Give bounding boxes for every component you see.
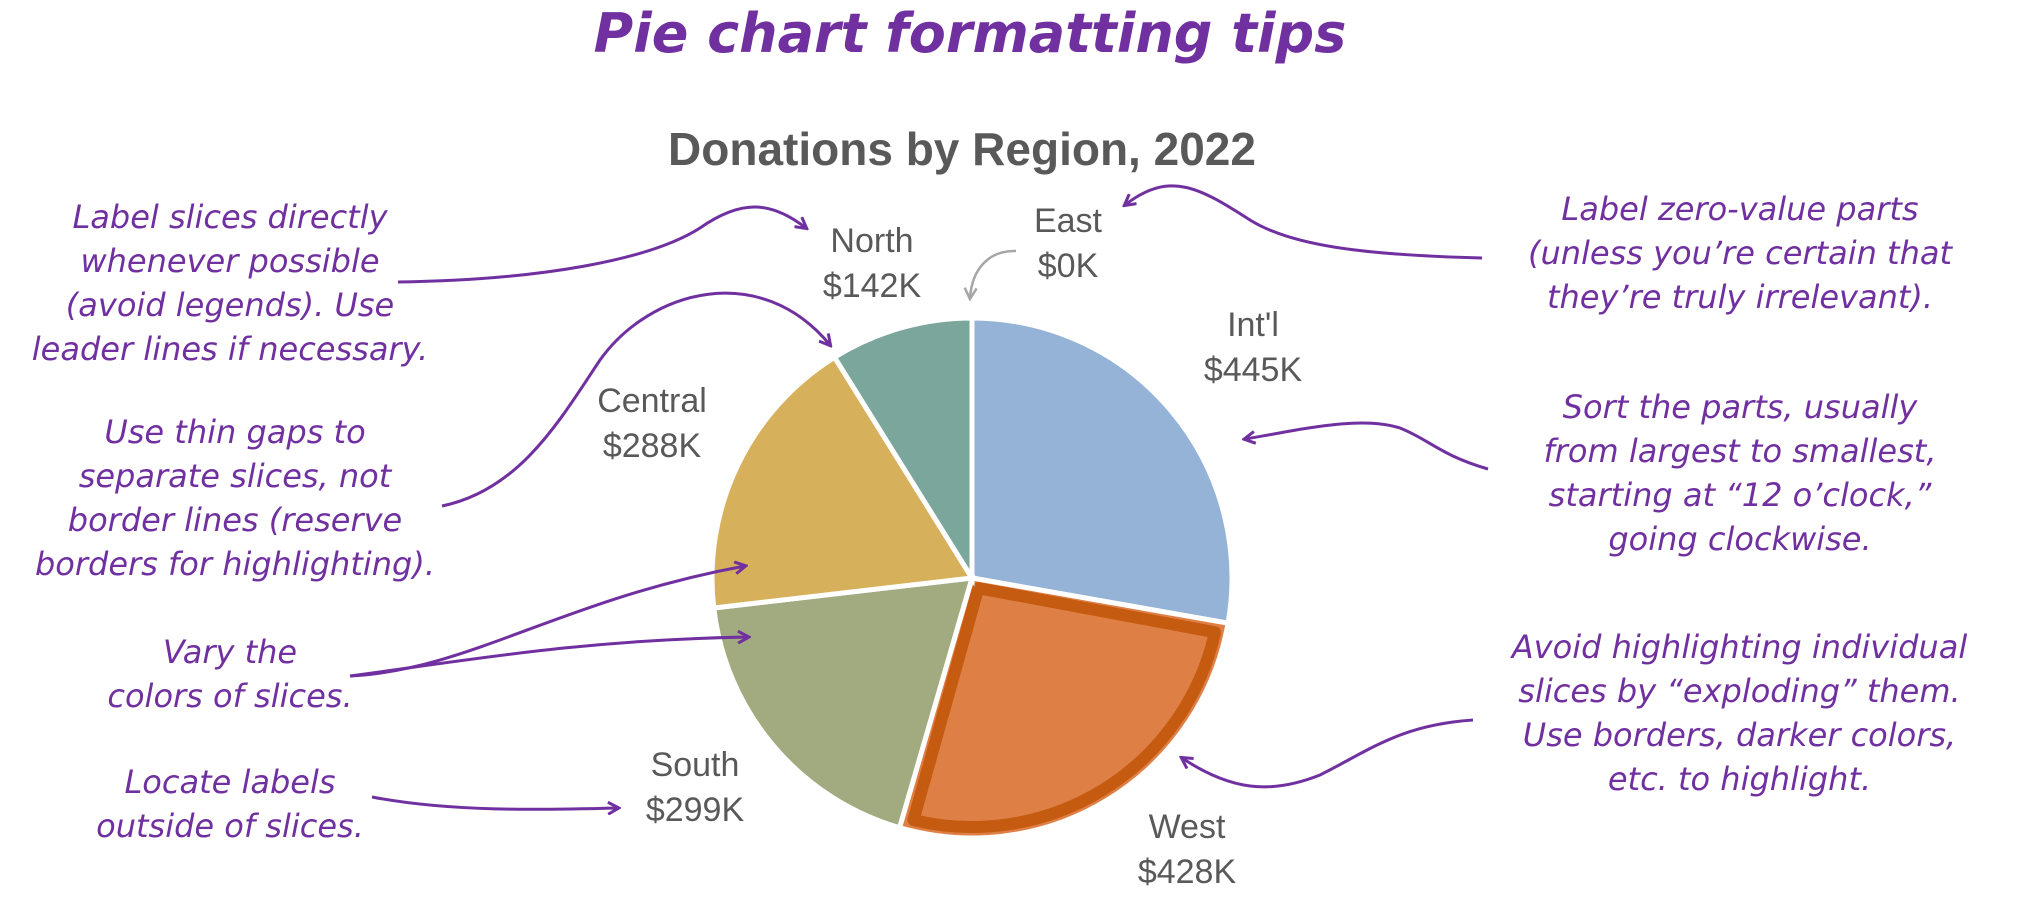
- tip-label-directly: Label slices directly whenever possible …: [31, 198, 429, 368]
- slice-south: [710, 575, 976, 831]
- slice-label-south-name: South: [651, 746, 740, 784]
- slice-central: [709, 353, 977, 611]
- arrow-exploding: [1182, 718, 1474, 789]
- slice-west: [896, 575, 1231, 841]
- slice-label-north-name: North: [830, 222, 913, 260]
- arrow-sort: [1245, 421, 1489, 471]
- slice-label-east-value: $0K: [1038, 247, 1099, 285]
- slice-label-intl-name: Int'l: [1227, 306, 1279, 344]
- arrow-vary-colors-bottom: [349, 637, 748, 678]
- slice-label-north-value: $142K: [823, 267, 922, 305]
- tip-sort-parts: Sort the parts, usually from largest to …: [1543, 388, 1937, 558]
- tip-avoid-exploding: Avoid highlighting individual slices by …: [1511, 628, 1968, 798]
- slice-label-west-value: $428K: [1138, 853, 1237, 891]
- page-title: Pie chart formatting tips: [593, 2, 1347, 65]
- arrow-zero-value: [1125, 184, 1483, 260]
- arrow-thin-gaps: [441, 291, 830, 508]
- slice-west-highlight-border: [907, 582, 1222, 833]
- chart-title: Donations by Region, 2022: [668, 123, 1256, 175]
- pie-slices: [709, 315, 1235, 841]
- slice-north: [831, 315, 975, 587]
- slice-label-south-value: $299K: [646, 791, 745, 829]
- slice-intl: [969, 315, 1235, 627]
- tip-zero-value: Label zero-value parts (unless you’re ce…: [1527, 190, 1953, 316]
- tip-thin-gaps: Use thin gaps to separate slices, not bo…: [34, 413, 436, 583]
- arrow-label-directly: [397, 205, 806, 284]
- arrow-labels-outside: [371, 795, 618, 809]
- slice-labels: East $0K Int'l $445K West $428K South $299K Cent…: [597, 202, 1302, 891]
- slice-label-west-name: West: [1149, 808, 1226, 846]
- annotation-arrows: [349, 184, 1489, 809]
- tip-labels-outside: Locate labels outside of slices.: [96, 763, 364, 845]
- tip-vary-colors: Vary the colors of slices.: [107, 633, 353, 715]
- slice-label-central-value: $288K: [603, 427, 702, 465]
- east-leader-line: [970, 249, 1017, 298]
- arrow-vary-colors-top: [349, 566, 745, 678]
- slice-label-central-name: Central: [597, 382, 707, 420]
- slice-label-intl-value: $445K: [1204, 351, 1303, 389]
- slice-label-east-name: East: [1034, 202, 1103, 240]
